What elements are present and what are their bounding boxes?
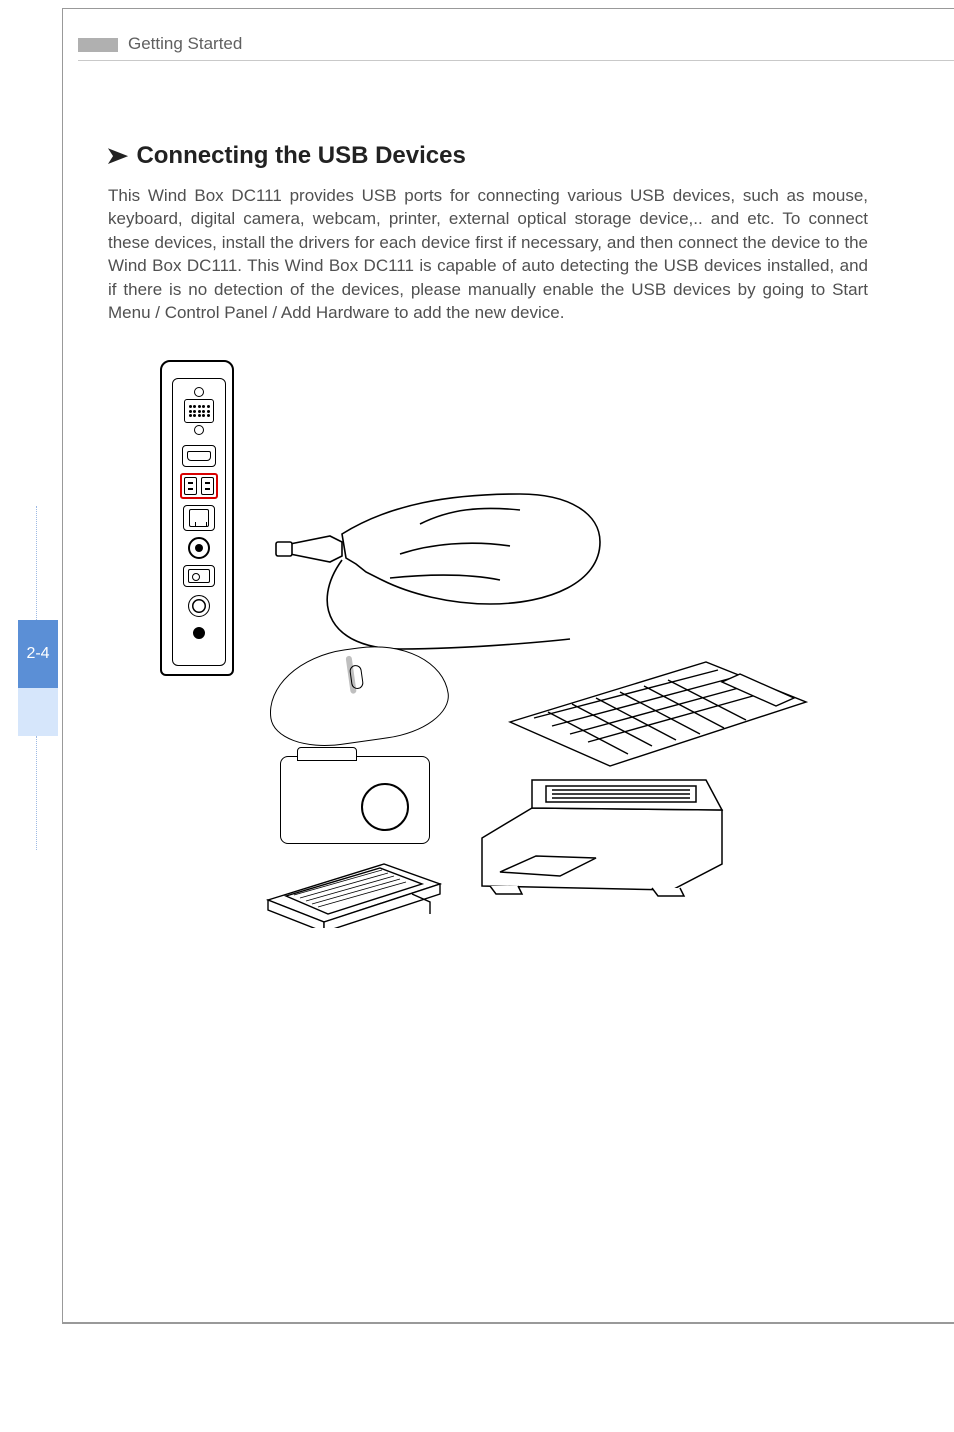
device-back-panel-inner [172, 378, 226, 666]
external-drive-icon [264, 858, 444, 918]
usb-devices-diagram [160, 360, 860, 900]
camera-icon [280, 756, 430, 844]
dc-in-icon [188, 595, 210, 617]
printer-icon [476, 768, 736, 880]
page-number-tab: 2-4 [18, 620, 58, 688]
page-number: 2-4 [26, 645, 49, 663]
section-heading: ➤ Connecting the USB Devices [108, 142, 466, 170]
section-body-text: This Wind Box DC111 provides USB ports f… [108, 184, 868, 325]
section-heading-text: Connecting the USB Devices [136, 142, 465, 170]
keyboard-icon [508, 660, 808, 750]
kensington-lock-icon [193, 627, 205, 639]
header-accent-bar [78, 38, 118, 52]
audio-jack-icon [188, 537, 210, 559]
device-back-panel [160, 360, 234, 676]
usb-port-icon [180, 473, 218, 499]
heading-caret-icon: ➤ [106, 143, 128, 169]
page: Getting Started 2-4 ➤ Connecting the USB… [0, 0, 954, 1432]
card-reader-icon [183, 565, 215, 587]
chapter-label: Getting Started [128, 34, 242, 54]
vga-port-icon [181, 387, 217, 439]
hdmi-port-icon [182, 445, 216, 467]
page-number-tab-light [18, 688, 58, 736]
hand-plugging-usb-icon [270, 454, 610, 654]
margin-dots-lower [36, 736, 38, 850]
margin-dots-upper [36, 506, 38, 620]
content-frame-bottom-edge [62, 1322, 954, 1324]
lan-port-icon [183, 505, 215, 531]
header-separator [78, 60, 954, 61]
